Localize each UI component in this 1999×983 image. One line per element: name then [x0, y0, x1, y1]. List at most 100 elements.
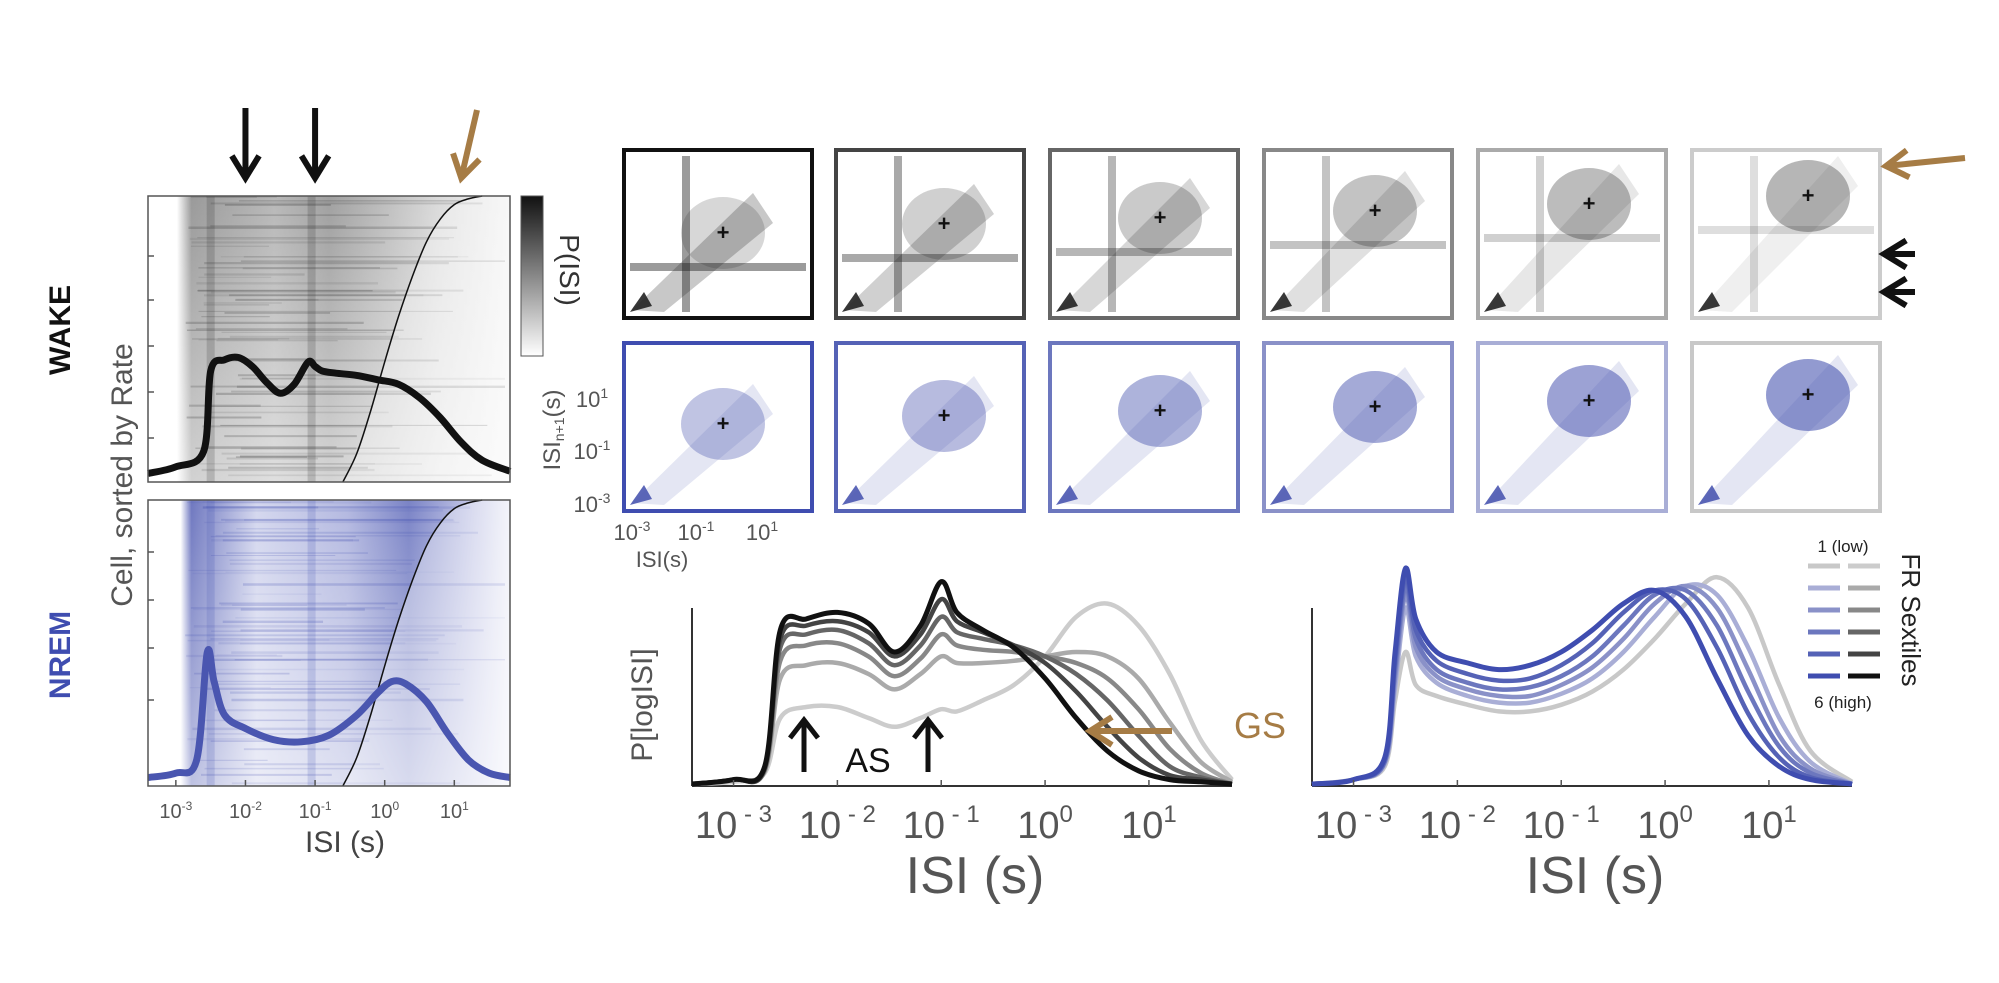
matrix-ytick-label: 101	[576, 385, 608, 412]
sextile-line-1	[691, 601, 1234, 787]
as-label: AS	[845, 742, 890, 780]
map-corner	[842, 292, 864, 312]
map-diagonal	[632, 384, 773, 505]
map-cell-wake-2: +	[834, 148, 1026, 320]
map-peak-marker: +	[938, 403, 951, 428]
map-background	[1692, 150, 1880, 318]
map-peak	[1118, 375, 1202, 447]
nrem-rate-boundary	[342, 499, 483, 787]
legend-swatches	[1808, 563, 1880, 679]
map-frame	[1690, 341, 1882, 513]
left-xtick-label: 10-1	[299, 799, 332, 823]
tick-base: 10	[159, 801, 181, 823]
map-corner	[630, 485, 652, 505]
arrow-head	[1878, 275, 1908, 309]
wake-arrows	[229, 108, 482, 184]
brown-arrow	[450, 109, 482, 184]
map-frame	[1476, 148, 1668, 320]
tick-base: 10	[799, 805, 841, 847]
map-peak	[1547, 365, 1631, 437]
heat-fade-region	[342, 500, 510, 786]
as-arrow-left-head	[788, 715, 820, 740]
matrix-xtick-label: 10-3	[614, 518, 651, 545]
colorbar	[520, 195, 544, 357]
map-corner	[1270, 485, 1292, 505]
map-diagonal	[1700, 156, 1858, 312]
legend-low: 1 (low)	[1817, 537, 1868, 556]
map-band-v	[682, 156, 690, 312]
map-band-h	[1270, 241, 1446, 249]
tick-base: 10	[614, 520, 638, 545]
map-band-v	[894, 156, 902, 312]
tick-exponent: - 1	[1565, 801, 1600, 828]
tick-exponent: -1	[598, 437, 611, 453]
legend-high: 6 (high)	[1814, 693, 1872, 712]
map-corner	[1698, 485, 1720, 505]
map-cell-wake-4: +	[1262, 148, 1454, 320]
map-peak	[902, 188, 986, 260]
dist-xtick-label: 10 - 2	[1419, 801, 1496, 847]
map-peak-marker: +	[717, 220, 730, 245]
tick-exponent: 0	[1680, 801, 1693, 828]
map-band-h	[1698, 226, 1874, 234]
wake-heatmap-texture	[185, 195, 510, 482]
map-background	[1478, 150, 1666, 318]
nrem-frame	[147, 499, 511, 787]
left-xlabel: ISI (s)	[305, 826, 385, 859]
map-cell-wake-3: +	[1048, 148, 1240, 320]
heat-band	[206, 196, 215, 482]
map-peak-marker: +	[938, 211, 951, 236]
wake-mean-curve	[147, 353, 512, 477]
sextile-line-3	[691, 631, 1233, 787]
tick-exponent: 1	[1163, 801, 1176, 828]
map-diagonal	[1272, 171, 1425, 312]
grid-black-arrow-2	[1878, 275, 1915, 309]
as-arrow-right-head	[912, 715, 944, 740]
map-peak	[1333, 371, 1417, 443]
tick-exponent: 1	[770, 518, 778, 534]
map-frame	[834, 341, 1026, 513]
map-frame	[622, 341, 814, 513]
dist-xtick-label: 10 - 1	[1523, 801, 1600, 847]
map-background	[624, 150, 812, 318]
tick-exponent: 0	[392, 799, 399, 813]
nrem-dist-xlabel: ISI (s)	[1526, 847, 1665, 905]
map-peak-marker: +	[1154, 398, 1167, 423]
nrem-sextile-lines	[1311, 565, 1854, 787]
dist-xtick-label: 100	[1637, 801, 1693, 847]
gs-arrow-head	[1084, 714, 1114, 748]
map-diagonal	[844, 184, 994, 312]
isi-return-map-grid: + + + + + + + + + + + +	[622, 148, 1882, 513]
tick-exponent: 1	[462, 799, 469, 813]
nrem-dist-xticks: 10 - 3 10 - 2 10 - 1 100 101	[1315, 780, 1797, 847]
map-frame	[1262, 341, 1454, 513]
map-frame	[834, 148, 1026, 320]
map-cell-nrem-5: +	[1476, 341, 1668, 513]
map-peak	[902, 380, 986, 452]
map-peak	[1766, 160, 1850, 232]
tick-base: 10	[574, 492, 598, 517]
map-background	[836, 150, 1024, 318]
wake-sextile-lines	[691, 579, 1234, 787]
tick-exponent: - 2	[841, 801, 876, 828]
arrow-head	[298, 154, 332, 184]
map-cell-wake-5: +	[1476, 148, 1668, 320]
tick-exponent: -3	[598, 490, 611, 506]
tick-base: 10	[1637, 805, 1679, 847]
map-background	[1050, 343, 1238, 511]
map-corner	[1698, 292, 1720, 312]
gs-label: GS	[1234, 705, 1286, 746]
map-peak	[1333, 175, 1417, 247]
colorbar-label: P(ISI)	[554, 234, 585, 306]
gs-arrow	[1084, 714, 1172, 748]
map-peak	[1118, 182, 1202, 254]
map-background	[836, 343, 1024, 511]
tick-exponent: -1	[702, 518, 715, 534]
arrow-shaft	[1885, 155, 1966, 169]
tick-base: 10	[574, 439, 598, 464]
tick-base: 10	[1523, 805, 1565, 847]
map-corner	[842, 485, 864, 505]
tick-base: 10	[746, 520, 770, 545]
map-cell-nrem-6: +	[1690, 341, 1882, 513]
